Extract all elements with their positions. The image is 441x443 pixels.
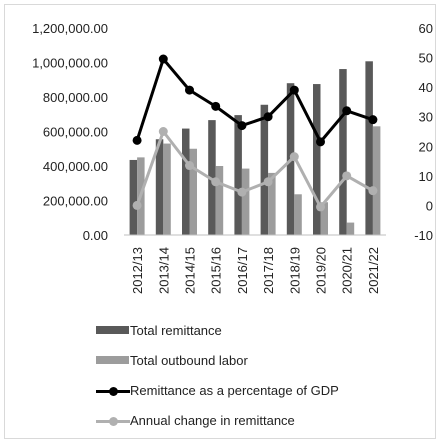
category-label: 2016/17 [235, 247, 250, 294]
bar-total-remittance [234, 115, 242, 235]
chart-frame [4, 4, 436, 439]
category-label: 2012/13 [130, 247, 145, 294]
point-annual-change-in-remittance [368, 186, 378, 196]
right-tick-label: 10 [419, 169, 433, 184]
point-remittance-as-a-percentage-of-gdp [289, 85, 299, 95]
line-annual-change-in-remittance [135, 130, 374, 209]
legend-label: Annual change in remittance [130, 413, 295, 428]
right-tick-label: 50 [419, 51, 433, 66]
category-label: 2019/20 [314, 247, 329, 294]
category-label: 2021/22 [366, 247, 381, 294]
point-remittance-as-a-percentage-of-gdp [185, 85, 194, 95]
point-annual-change-in-remittance [132, 200, 142, 210]
right-tick-label: 40 [419, 80, 433, 95]
bar-series [129, 61, 381, 236]
right-tick-label: -10 [414, 228, 433, 243]
category-label: 2020/21 [340, 247, 355, 294]
point-remittance-as-a-percentage-of-gdp [158, 54, 168, 64]
category-label: 2017/18 [261, 247, 276, 294]
legend-label: Total outbound labor [130, 353, 248, 368]
point-annual-change-in-remittance [237, 187, 247, 197]
bar-total-outbound-labor [294, 194, 302, 235]
bar-total-remittance [339, 69, 347, 236]
point-remittance-as-a-percentage-of-gdp [316, 137, 325, 147]
left-tick-label: 1,200,000.00 [32, 21, 108, 36]
bar-total-remittance [155, 139, 164, 235]
left-tick-label: 0.00 [83, 228, 108, 243]
right-tick-label: 0 [426, 198, 433, 213]
bar-total-remittance [313, 84, 321, 235]
category-label: 2013/14 [156, 247, 171, 294]
right-tick-label: 30 [419, 110, 433, 125]
right-axis-ticks: -10 0 10 20 30 40 50 60 [414, 21, 433, 243]
left-tick-label: 800,000.00 [43, 90, 108, 105]
bar-total-outbound-labor [163, 143, 171, 235]
point-annual-change-in-remittance [263, 177, 273, 187]
point-remittance-as-a-percentage-of-gdp [211, 101, 221, 111]
point-remittance-as-a-percentage-of-gdp [263, 112, 273, 122]
right-tick-label: 20 [419, 139, 433, 154]
category-label: 2018/19 [287, 247, 302, 294]
left-tick-label: 400,000.00 [43, 159, 108, 174]
category-label: 2015/16 [209, 247, 224, 294]
bar-total-outbound-labor [268, 172, 276, 235]
left-tick-label: 1,000,000.00 [32, 56, 108, 71]
point-annual-change-in-remittance [342, 171, 352, 181]
bar-total-remittance [260, 104, 269, 235]
legend-marker-annual-change [109, 417, 118, 426]
point-annual-change-in-remittance [316, 202, 325, 212]
legend-swatch-total-outbound-labor [96, 356, 129, 364]
line-series [132, 54, 378, 212]
bar-total-remittance [182, 128, 190, 235]
bar-total-remittance [208, 120, 216, 235]
point-remittance-as-a-percentage-of-gdp [237, 121, 247, 131]
right-tick-label: 60 [419, 21, 433, 36]
point-annual-change-in-remittance [211, 177, 221, 187]
left-tick-label: 600,000.00 [43, 125, 108, 140]
left-axis-ticks: 0.00 200,000.00 400,000.00 600,000.00 800,00… [32, 21, 108, 243]
point-remittance-as-a-percentage-of-gdp [342, 106, 352, 116]
legend-label: Total remittance [130, 323, 222, 338]
legend-marker-remittance-gdp [109, 387, 118, 396]
bar-total-outbound-labor [241, 168, 250, 235]
bar-total-remittance [365, 61, 373, 236]
point-annual-change-in-remittance [289, 152, 299, 162]
bar-total-outbound-labor [189, 148, 197, 235]
point-remittance-as-a-percentage-of-gdp [132, 135, 142, 145]
bar-total-outbound-labor [320, 202, 328, 235]
left-tick-label: 200,000.00 [43, 194, 108, 209]
point-annual-change-in-remittance [158, 127, 168, 136]
bar-total-remittance [129, 159, 138, 235]
line-remittance-as-a-percentage-of-gdp [135, 57, 374, 144]
legend-label: Remittance as a percentage of GDP [130, 383, 339, 398]
bar-total-outbound-labor [346, 222, 355, 235]
category-label: 2014/15 [183, 247, 198, 294]
category-labels: 2012/13 2013/14 2014/15 2015/16 2016/17 2017/… [130, 247, 381, 294]
bar-total-outbound-labor [372, 126, 381, 235]
legend-swatch-total-remittance [96, 326, 129, 334]
bar-total-outbound-labor [215, 166, 224, 235]
point-remittance-as-a-percentage-of-gdp [368, 115, 378, 125]
point-annual-change-in-remittance [185, 161, 194, 171]
